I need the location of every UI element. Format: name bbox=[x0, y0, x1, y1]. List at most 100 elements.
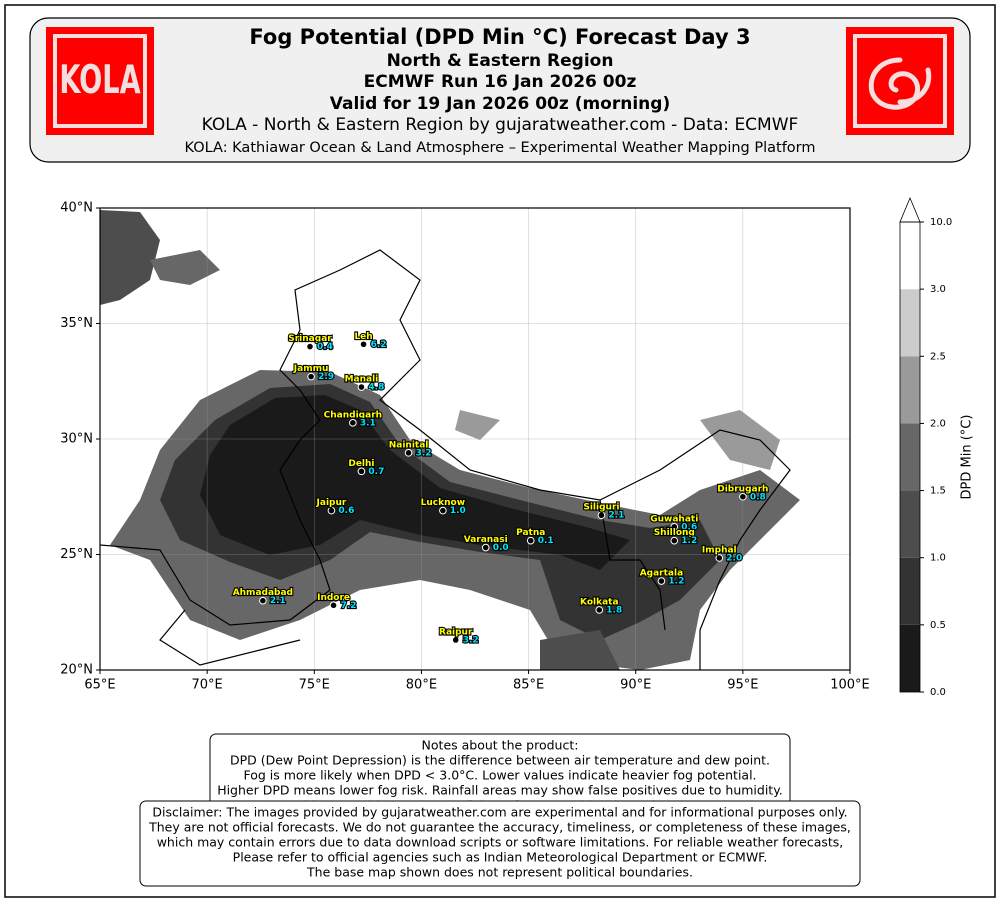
city-name: Raipur bbox=[439, 627, 473, 637]
city-marker bbox=[439, 506, 447, 515]
city-marker bbox=[327, 506, 336, 515]
disclaimer-line: Please refer to official agencies such a… bbox=[233, 850, 768, 865]
city-dpd: 0.0 bbox=[493, 543, 509, 553]
colorbar-tick-label: 0.0 bbox=[930, 687, 946, 698]
city-marker bbox=[451, 636, 460, 644]
city-name: Jammu bbox=[293, 364, 329, 374]
city-dpd: 2.1 bbox=[270, 596, 286, 606]
logo-text: KOLA bbox=[59, 57, 140, 102]
city-name: Patna bbox=[516, 528, 545, 538]
x-tick-label: 75°E bbox=[299, 678, 330, 693]
x-tick-label: 85°E bbox=[513, 678, 544, 693]
city-dpd: 2.9 bbox=[318, 372, 334, 382]
city-name: Dibrugarh bbox=[717, 484, 768, 494]
city-marker bbox=[739, 492, 747, 501]
colorbar-frame bbox=[899, 221, 921, 693]
city-dpd: 7.2 bbox=[341, 601, 357, 611]
city-marker bbox=[349, 419, 357, 427]
city-marker bbox=[595, 606, 604, 614]
run-line: ECMWF Run 16 Jan 2026 00z bbox=[364, 72, 637, 92]
colorbar-swatch bbox=[900, 222, 920, 290]
colorbar-label: DPD Min (°C) bbox=[960, 415, 975, 500]
city-name: Ahmadabad bbox=[233, 588, 293, 598]
city-name: Srinagar bbox=[288, 334, 332, 344]
city-marker bbox=[306, 342, 314, 351]
boundaries bbox=[100, 249, 791, 670]
city-dpd: 3.2 bbox=[416, 448, 432, 458]
city-marker bbox=[307, 372, 315, 381]
city-dpd: 0.6 bbox=[338, 506, 354, 516]
city-dpd: 6.2 bbox=[371, 340, 387, 350]
platform-line: KOLA: Kathiawar Ocean & Land Atmosphere … bbox=[184, 140, 815, 156]
colorbar-tick-label: 2.5 bbox=[930, 351, 946, 362]
city-name: Imphal bbox=[702, 545, 737, 555]
disclaimer-line: Disclaimer: The images provided by gujar… bbox=[152, 805, 847, 820]
city-dpd: 2.0 bbox=[726, 553, 742, 563]
city-name: Chandigarh bbox=[324, 410, 382, 420]
city-name: Shillong bbox=[654, 528, 695, 538]
y-tick-label: 25°N bbox=[60, 547, 93, 562]
city-marker bbox=[357, 467, 366, 476]
colorbar-tick-label: 10.0 bbox=[930, 217, 952, 228]
y-tick-label: 20°N bbox=[60, 663, 93, 678]
x-tick-label: 65°E bbox=[84, 678, 115, 693]
city-dpd: 1.8 bbox=[606, 605, 622, 615]
disclaimer-line: The base map shown does not represent po… bbox=[306, 865, 693, 880]
y-tick-label: 40°N bbox=[60, 201, 93, 216]
city-name: Kolkata bbox=[580, 597, 619, 607]
city-name: Nainital bbox=[389, 440, 429, 450]
x-tick-label: 80°E bbox=[406, 678, 437, 693]
colorbar-swatch bbox=[900, 289, 920, 357]
y-tick-label: 35°N bbox=[60, 316, 93, 331]
colorbar-tick-label: 1.0 bbox=[930, 553, 946, 564]
city-dpd: 0.6 bbox=[681, 522, 697, 532]
city-marker bbox=[481, 543, 490, 552]
city-marker bbox=[597, 511, 606, 520]
note-line: Notes about the product: bbox=[422, 738, 579, 753]
fog-field bbox=[100, 210, 800, 670]
city-dpd: 3.1 bbox=[360, 418, 376, 428]
x-tick-label: 95°E bbox=[727, 678, 758, 693]
colorbar-swatch bbox=[900, 356, 920, 424]
city-name: Jaipur bbox=[316, 498, 347, 508]
city-marker bbox=[329, 601, 338, 610]
city-marker bbox=[657, 577, 666, 585]
header-box bbox=[29, 17, 971, 163]
colorbar-swatch bbox=[900, 423, 920, 491]
city-dpd: 1.2 bbox=[668, 577, 684, 587]
disclaimer-box bbox=[139, 800, 861, 887]
city-marker bbox=[404, 449, 413, 457]
city-name: Siliguri bbox=[583, 503, 619, 513]
city-dpd: 1.0 bbox=[450, 506, 466, 516]
city-name: Delhi bbox=[348, 459, 374, 469]
city-name: Indore bbox=[317, 593, 350, 603]
y-tick-label: 30°N bbox=[60, 432, 93, 447]
x-tick-label: 90°E bbox=[620, 678, 651, 693]
city-name: Agartala bbox=[640, 569, 683, 579]
colorbar-swatch bbox=[900, 557, 920, 625]
credit-line: KOLA - North & Eastern Region by gujarat… bbox=[202, 115, 799, 135]
note-line: Higher DPD means lower fog risk. Rainfal… bbox=[217, 783, 783, 798]
city-name: Manali bbox=[345, 375, 379, 385]
city-dpd: 0.4 bbox=[317, 342, 333, 352]
colorbar-tick-label: 0.5 bbox=[930, 620, 946, 631]
valid-line: Valid for 19 Jan 2026 00z (morning) bbox=[330, 94, 670, 114]
city-dpd: 2.1 bbox=[608, 511, 624, 521]
city-name: Leh bbox=[354, 332, 372, 342]
logo-left: KOLA bbox=[46, 27, 154, 135]
city-marker bbox=[715, 554, 724, 562]
city-dpd: 4.8 bbox=[368, 383, 384, 393]
city-dpd: 1.2 bbox=[681, 536, 697, 546]
subtitle: North & Eastern Region bbox=[387, 51, 614, 71]
city-dpd: 0.1 bbox=[538, 536, 554, 546]
colorbar-tick-label: 1.5 bbox=[930, 486, 946, 497]
city-marker bbox=[526, 536, 535, 545]
city-name: Guwahati bbox=[650, 514, 698, 524]
disclaimer-line: They are not official forecasts. We do n… bbox=[148, 820, 851, 835]
map bbox=[99, 207, 851, 671]
note-line: DPD (Dew Point Depression) is the differ… bbox=[230, 753, 770, 768]
colorbar-swatch bbox=[900, 624, 920, 692]
city-name: Lucknow bbox=[421, 498, 465, 508]
city-dpd: 0.7 bbox=[368, 467, 384, 477]
